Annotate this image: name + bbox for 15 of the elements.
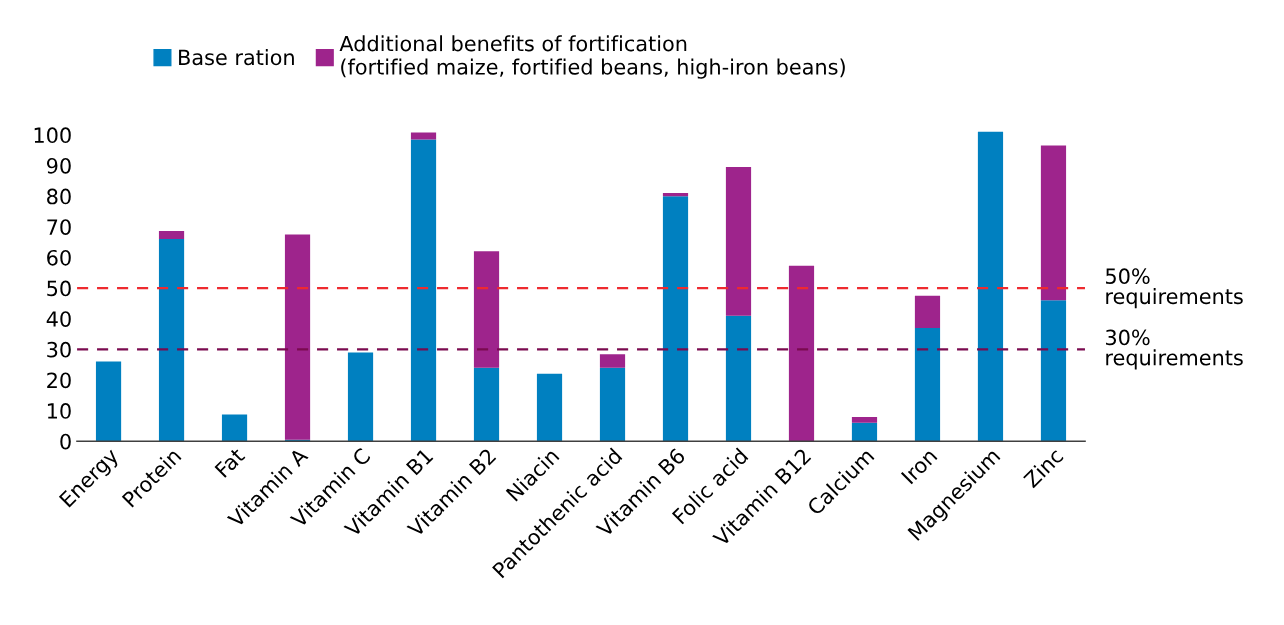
ref-line-label: 30% requirements [1106,329,1243,370]
y-tick-label: 80 [47,188,71,205]
y-tick-label: 0 [60,433,71,450]
y-tick-label: 70 [47,219,71,235]
y-tick-label: 20 [47,372,71,389]
legend-label: Base ration [179,49,294,66]
ref-line-label: 50% requirements [1106,268,1243,309]
y-tick-label: 40 [46,311,71,327]
y-tick-label: 100 [34,127,71,144]
y-tick-label: 50 [47,280,71,297]
legend-label: Additional benefits of fortification (fortified maize, fortified beans, high-iron beans) [339,35,845,79]
y-tick-label: 90 [46,157,71,174]
y-tick-label: 30 [47,341,71,358]
y-tick-label: 10 [47,403,71,419]
y-tick-label: 60 [47,249,71,266]
